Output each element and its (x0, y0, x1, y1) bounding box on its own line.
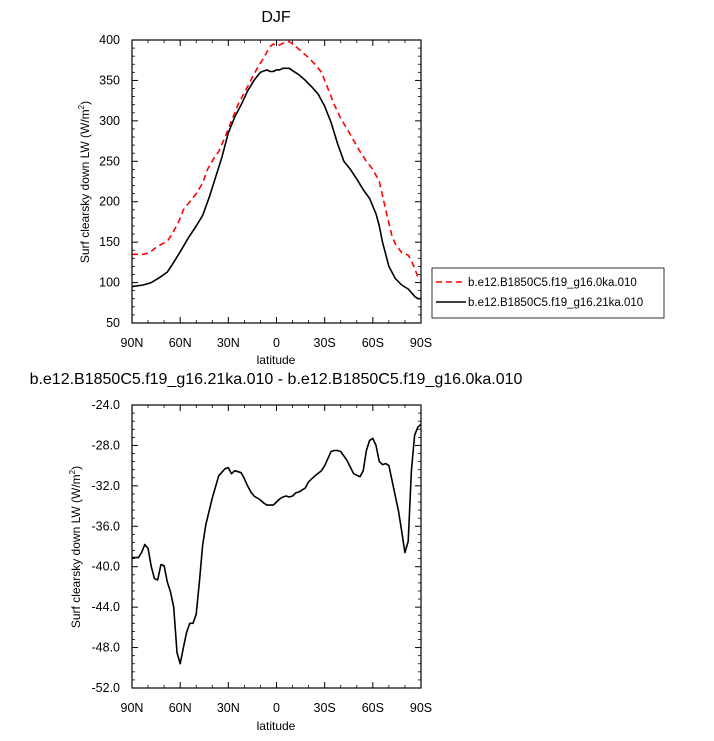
top-y-tick-label: 400 (99, 33, 120, 47)
top-y-tick-label: 200 (99, 195, 120, 209)
legend-label-0ka: b.e12.B1850C5.f19_g16.0ka.010 (468, 277, 637, 289)
top-y-tick-label: 50 (106, 316, 120, 330)
top-x-tick-label: 60S (362, 336, 384, 350)
bottom-tick-group: 90N 60N 30N 0 30S 60S 90S -52.0 -48.0 -44.0 -40.0 -… (92, 398, 433, 715)
bottom-y-tick-label: -24.0 (92, 398, 121, 412)
top-y-label-sup: 2 (77, 104, 86, 109)
legend: b.e12.B1850C5.f19_g16.0ka.010 b.e12.B185… (431, 267, 665, 319)
top-x-tick-label: 90S (410, 336, 432, 350)
top-y-tick-label: 350 (99, 73, 120, 87)
top-plot-frame (131, 39, 422, 324)
top-x-tick-label: 30S (314, 336, 336, 350)
top-x-axis-label: latitude (257, 353, 296, 367)
bottom-series-group (132, 423, 422, 665)
top-x-tick-label: 0 (273, 336, 280, 350)
top-y-tick-label: 300 (99, 114, 120, 128)
bottom-x-tick-label: 90N (121, 701, 144, 715)
bottom-x-tick-label: 30S (314, 701, 336, 715)
bottom-x-tick-label: 60N (169, 701, 192, 715)
top-series-group (131, 40, 422, 300)
bottom-y-label-main: Surf clearsky down LW (W/m (69, 474, 83, 628)
legend-label-21ka: b.e12.B1850C5.f19_g16.21ka.010 (468, 297, 643, 309)
bottom-y-tick-label: -52.0 (92, 681, 121, 695)
top-series-line-1 (131, 67, 421, 300)
bottom-x-tick-label: 60S (362, 701, 384, 715)
bottom-y-tick-label: -40.0 (92, 560, 121, 574)
bottom-series-line-0 (132, 423, 422, 665)
bottom-x-axis-label: latitude (257, 719, 296, 733)
bottom-y-tick-label: -36.0 (92, 519, 121, 533)
top-x-tick-label: 30N (217, 336, 240, 350)
top-x-tick-label: 90N (121, 336, 144, 350)
top-x-tick-label: 60N (169, 336, 192, 350)
bottom-x-tick-label: 30N (217, 701, 240, 715)
legend-box (431, 267, 665, 319)
bottom-y-label-end: ) (69, 466, 83, 470)
top-y-tick-label: 100 (99, 276, 120, 290)
bottom-x-tick-label: 0 (273, 701, 280, 715)
top-chart-title: DJF (261, 9, 291, 26)
top-chart: DJF 90N 60N 30N 0 30S 60S 90S 50 100 150 200 250 300… (77, 9, 665, 367)
top-y-label-main: Surf clearsky down LW (W/m (78, 109, 92, 263)
bottom-y-axis-label: Surf clearsky down LW (W/m2) (68, 466, 83, 628)
top-y-tick-label: 150 (99, 235, 120, 249)
bottom-chart-title: b.e12.B1850C5.f19_g16.21ka.010 - b.e12.B… (30, 371, 523, 388)
bottom-y-tick-label: -44.0 (92, 600, 121, 614)
top-series-line-0 (132, 40, 422, 281)
bottom-y-tick-label: -28.0 (92, 438, 121, 452)
top-y-tick-label: 250 (99, 154, 120, 168)
top-y-axis-label: Surf clearsky down LW (W/m2) (77, 101, 92, 263)
bottom-x-tick-label: 90S (410, 701, 432, 715)
bottom-y-tick-label: -32.0 (92, 479, 121, 493)
bottom-chart: b.e12.B1850C5.f19_g16.21ka.010 - b.e12.B… (30, 371, 523, 733)
top-y-label-end: ) (78, 101, 92, 105)
bottom-y-label-sup: 2 (68, 469, 77, 474)
bottom-y-tick-label: -48.0 (92, 641, 121, 655)
bottom-plot-frame (131, 404, 422, 689)
